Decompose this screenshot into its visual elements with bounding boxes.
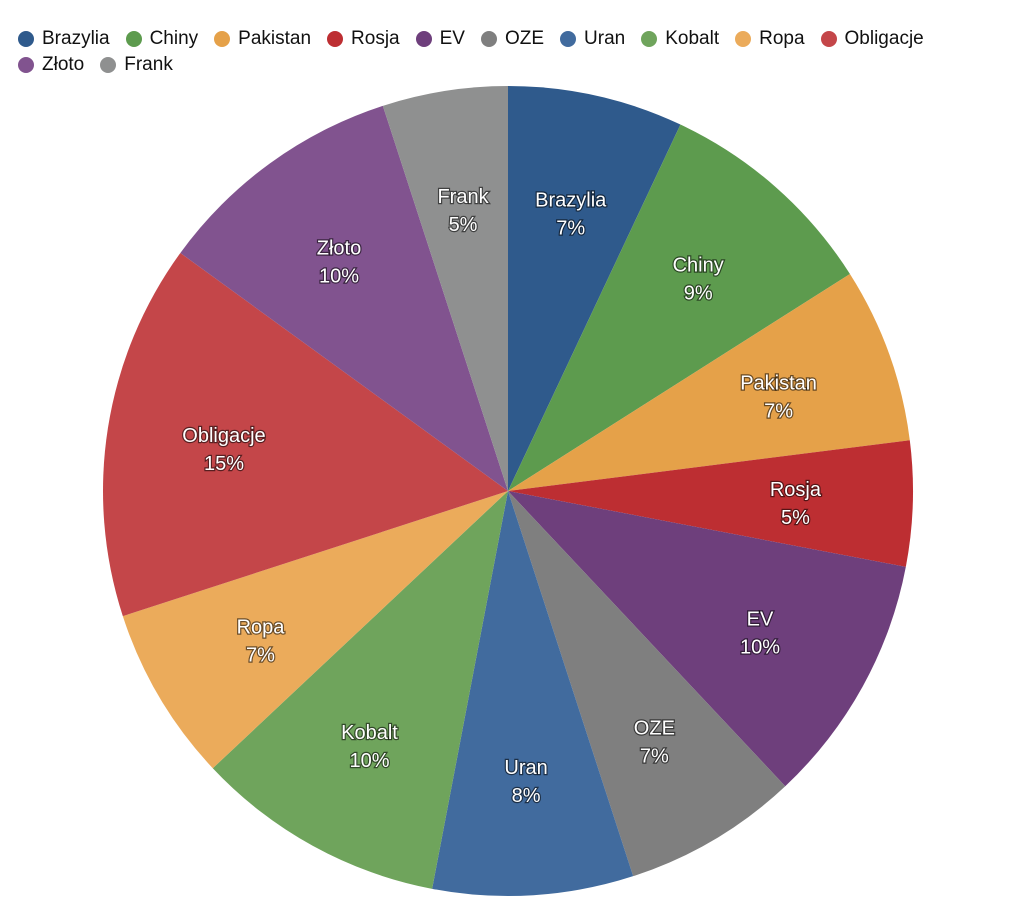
slice-percent-label: 15% [204,453,244,475]
legend-swatch [560,31,577,47]
pie-slice-kobalt[interactable] [212,491,508,889]
slice-percent-label: 10% [349,750,389,772]
slice-label: OZE [634,718,675,740]
slice-label: EV [747,609,774,631]
chart-legend: Brazylia Chiny Pakistan Rosja EV OZE Uran Kobal… [18,28,1008,76]
slice-label: Ropa [237,616,286,638]
legend-label: Złoto [42,54,85,75]
slice-percent-label: 7% [640,746,669,768]
pie-slice-chiny[interactable] [508,124,850,491]
legend-swatch [100,57,117,73]
legend-label: Frank [124,54,173,75]
slice-percent-label: 9% [684,282,713,304]
pie-slice-pakistan[interactable] [508,273,910,491]
pie-slice-frank[interactable] [382,86,508,491]
slice-percent-label: 5% [781,507,810,529]
legend-item-2[interactable]: Pakistan [214,28,311,50]
legend-item-5[interactable]: OZE [480,28,545,50]
legend-item-11[interactable]: Frank [100,54,173,76]
slice-percent-label: 7% [764,401,793,423]
legend-swatch [641,31,658,47]
pie-slice-obligacje[interactable] [103,252,508,617]
legend-swatch [820,31,837,47]
slice-percent-label: 10% [319,265,359,287]
slice-percent-label: 8% [512,785,541,807]
legend-item-10[interactable]: Złoto [18,54,84,76]
pie-slice-ropa[interactable] [122,491,508,769]
pie-slice-ev[interactable] [508,491,906,787]
legend-label: OZE [504,28,545,49]
legend-label: EV [439,28,465,49]
slice-label: Brazylia [535,189,607,211]
legend-label: Chiny [149,28,199,49]
slice-label: Frank [437,186,489,208]
legend-item-1[interactable]: Chiny [125,28,199,50]
legend-swatch [18,57,34,73]
legend-label: Pakistan [238,28,312,49]
legend-swatch [480,31,497,47]
legend-item-8[interactable]: Ropa [735,28,805,50]
legend-item-4[interactable]: EV [415,28,465,50]
legend-item-6[interactable]: Uran [560,28,625,50]
legend-label: Kobalt [665,28,720,49]
legend-label: Uran [584,28,626,49]
legend-label: Rosja [351,28,400,49]
pie-slice-oze[interactable] [508,491,786,877]
pie-slice-uran[interactable] [432,491,634,897]
legend-item-7[interactable]: Kobalt [641,28,719,50]
legend-item-3[interactable]: Rosja [327,28,400,50]
legend-swatch [735,31,752,47]
legend-swatch [214,31,231,47]
legend-label: Obligacje [844,28,924,49]
slice-label: Obligacje [182,425,265,447]
slice-label: Uran [504,757,547,779]
legend-swatch [125,31,142,47]
slice-label: Kobalt [341,722,398,744]
legend-swatch [415,31,432,47]
pie-slice-brazylia[interactable] [508,86,681,491]
legend-swatch [18,31,34,47]
slice-percent-label: 5% [449,214,478,236]
legend-item-9[interactable]: Obligacje [820,28,924,50]
legend-label: Ropa [759,28,805,49]
slice-percent-label: 7% [556,217,585,239]
legend-swatch [327,31,344,47]
slice-label: Rosja [770,479,822,501]
slice-percent-label: 10% [740,637,780,659]
pie-slice-rosja[interactable] [508,440,913,567]
legend-label: Brazylia [42,28,110,49]
slice-percent-label: 7% [246,644,275,666]
slice-label: Pakistan [740,373,817,395]
slice-label: Złoto [317,237,361,259]
slice-label: Chiny [673,254,724,276]
legend-item-0[interactable]: Brazylia [18,28,110,50]
pie-slice-złoto[interactable] [180,105,508,491]
